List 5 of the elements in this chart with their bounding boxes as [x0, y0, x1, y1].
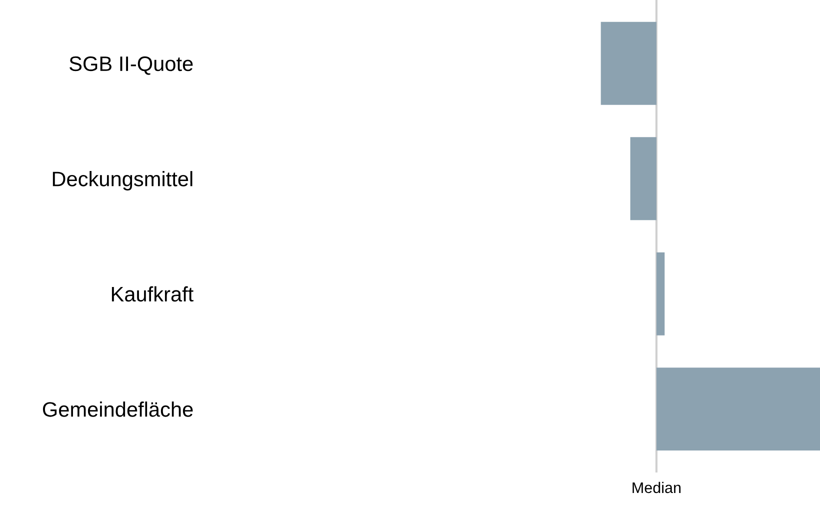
y-tick-label: Kaufkraft [112, 286, 194, 302]
ref-line-label: Median [632, 482, 681, 494]
y-tick-label: SGB II-Quote [70, 56, 193, 75]
y-tick-label: Gemeindefläche [42, 402, 193, 417]
y-tick-label: Deckungsmittel [52, 171, 192, 190]
